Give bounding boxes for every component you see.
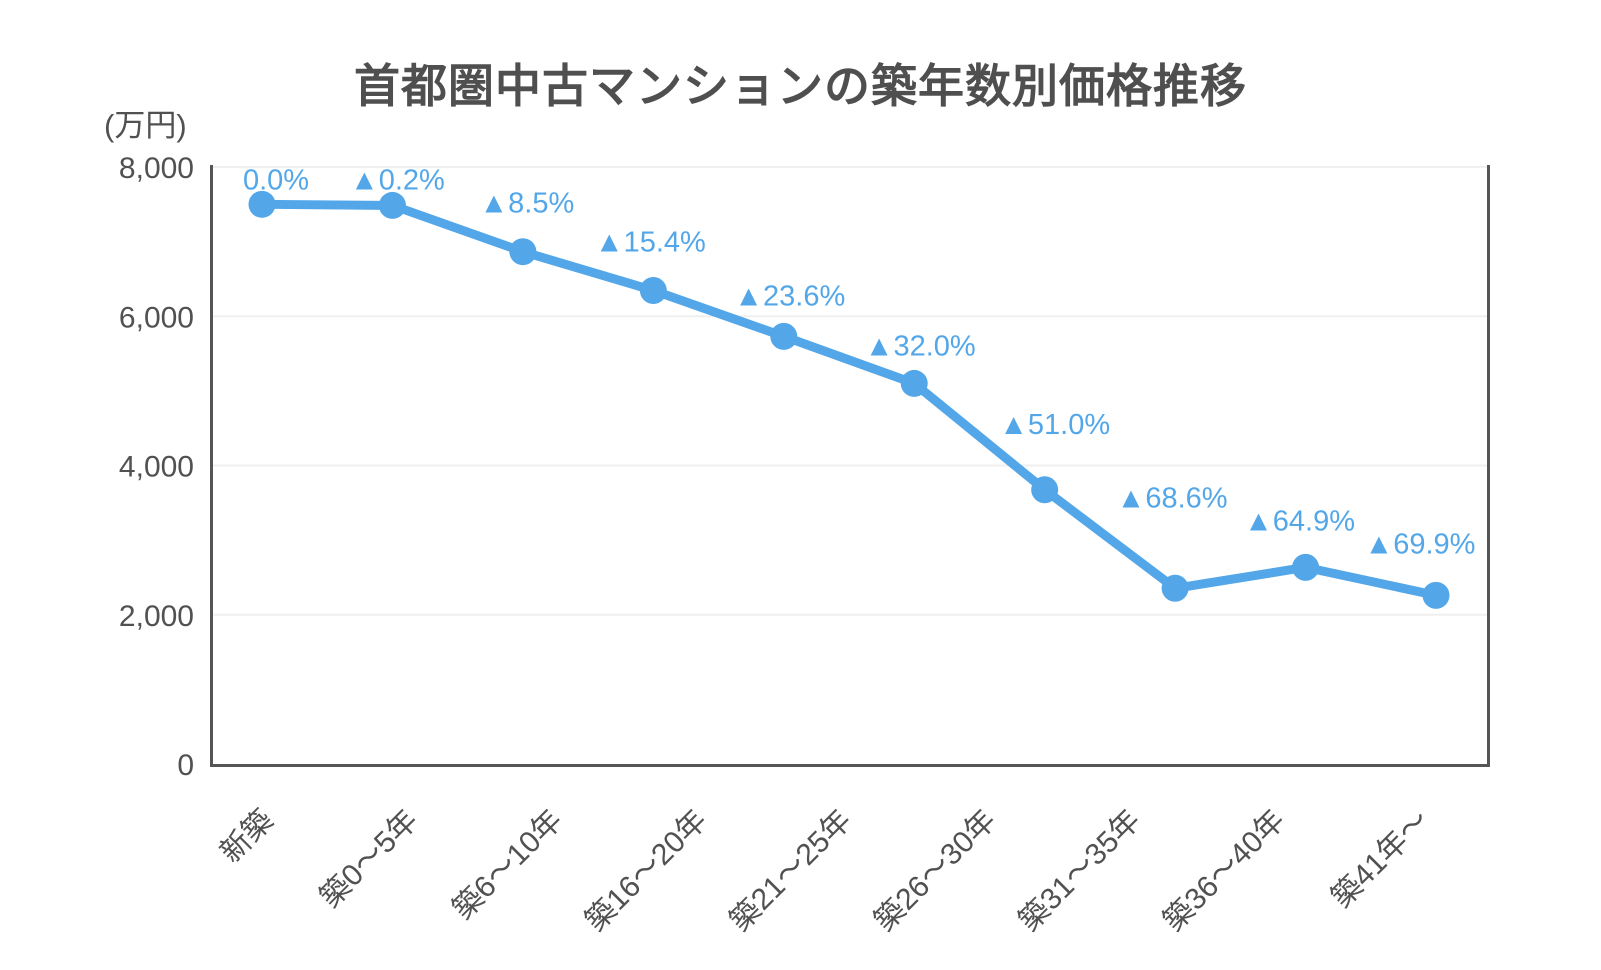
y-tick-label: 0 [177, 749, 194, 782]
x-tick-label: 築21〜25年 [724, 804, 858, 938]
y-tick-label: 6,000 [119, 301, 194, 334]
change-label: 0.0% [243, 164, 309, 196]
x-tick-label: 築36〜40年 [1157, 804, 1291, 938]
chart-title: 首都圏中古マンションの築年数別価格推移 [354, 60, 1247, 112]
data-point [1161, 574, 1189, 602]
x-tick-label: 築41年〜 [1325, 804, 1436, 915]
y-tick-label: 8,000 [119, 152, 194, 185]
y-axis-unit-label: (万円) [104, 108, 187, 143]
change-label: ▲69.9% [1365, 528, 1476, 560]
data-point [639, 277, 667, 305]
data-point [1292, 553, 1320, 581]
price-line [257, 199, 1441, 600]
data-point [509, 238, 537, 266]
change-label: ▲51.0% [999, 409, 1110, 441]
change-label: ▲23.6% [734, 280, 845, 312]
x-tick-label: 新築 [214, 804, 280, 870]
y-tick-label: 4,000 [119, 451, 194, 484]
change-label: ▲32.0% [865, 330, 976, 362]
data-point [900, 369, 928, 397]
data-point [378, 191, 406, 219]
change-label: ▲15.4% [595, 227, 706, 259]
x-tick-label: 築16〜20年 [579, 804, 713, 938]
change-label: ▲68.6% [1117, 482, 1228, 514]
change-label: ▲0.2% [350, 164, 445, 196]
change-label: ▲64.9% [1244, 505, 1355, 537]
data-point [248, 190, 276, 218]
data-point [1031, 476, 1059, 504]
x-tick-label: 築26〜30年 [868, 804, 1002, 938]
x-tick-label: 築31〜35年 [1013, 804, 1147, 938]
data-point [770, 322, 798, 350]
x-tick-label: 築0〜5年 [314, 804, 425, 915]
y-tick-label: 2,000 [119, 600, 194, 633]
data-point [1422, 581, 1450, 609]
change-label: ▲8.5% [479, 188, 574, 220]
x-tick-label: 築6〜10年 [447, 804, 569, 926]
